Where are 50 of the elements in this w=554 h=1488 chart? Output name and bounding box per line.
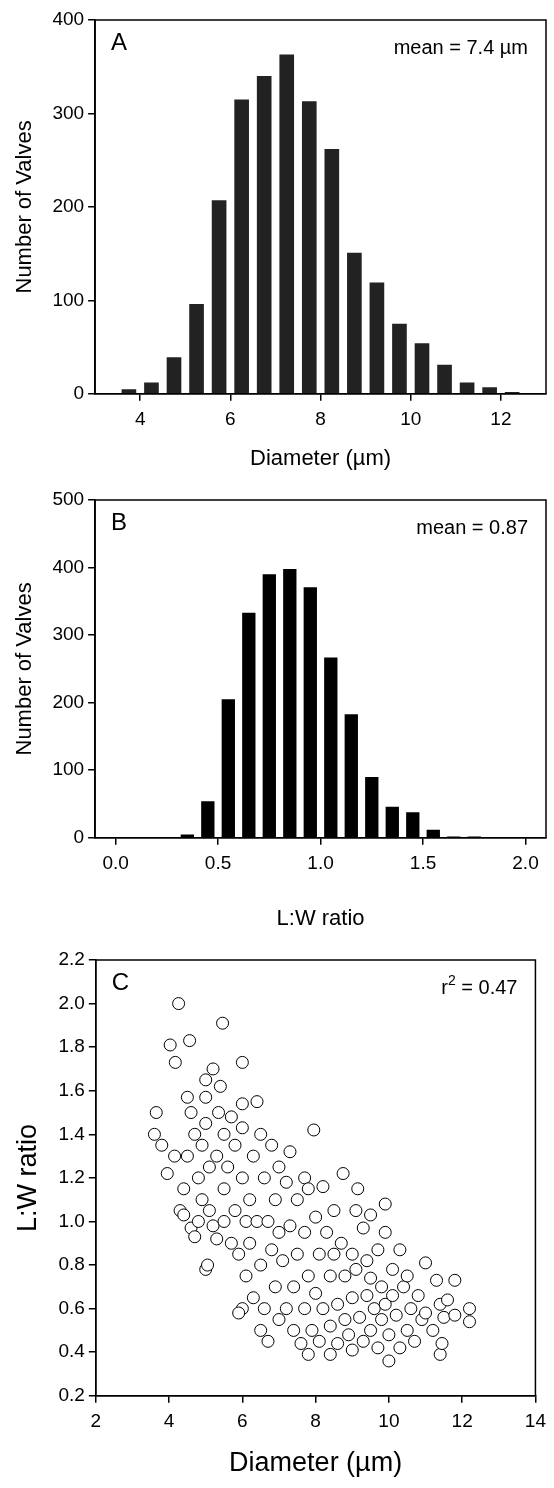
- x-tick-label: 12: [451, 1410, 473, 1432]
- y-tick-label: 0: [73, 382, 85, 404]
- x-tick-label: 2.0: [512, 852, 539, 874]
- y-tick-label: 1.6: [58, 1078, 85, 1100]
- x-tick-label: 8: [310, 1410, 321, 1432]
- x-axis-title: Diameter (µm): [229, 1447, 403, 1478]
- y-tick-label: 400: [52, 555, 85, 577]
- x-tick-label: 0.5: [204, 852, 232, 874]
- x-tick-label: 1.0: [307, 852, 334, 874]
- y-tick-label: 0.2: [58, 1384, 85, 1406]
- x-tick-label: 12: [490, 408, 512, 430]
- x-tick-label: 14: [524, 1410, 547, 1432]
- x-tick-label: 10: [378, 1410, 400, 1432]
- x-tick-label: 2: [90, 1410, 102, 1432]
- x-tick-label: 0.0: [102, 852, 129, 874]
- y-tick-label: 500: [52, 488, 85, 510]
- y-tick-label: 300: [52, 623, 85, 645]
- annotation: mean = 7.4 µm: [393, 36, 529, 58]
- y-tick-label: 0.6: [58, 1296, 85, 1318]
- y-axis-title: Number of Valves: [11, 120, 37, 294]
- annotation: mean = 0.87: [416, 516, 528, 538]
- x-axis-title: Diameter (µm): [250, 444, 392, 470]
- chart-title: C: [111, 968, 130, 995]
- y-axis-title: Number of Valves: [11, 582, 37, 756]
- chart-title: B: [111, 508, 128, 535]
- x-axis-title: L:W ratio: [276, 904, 365, 930]
- y-tick-label: 100: [52, 288, 85, 310]
- y-tick-label: 0.8: [58, 1253, 85, 1275]
- y-tick-label: 1.0: [58, 1209, 85, 1231]
- y-tick-label: 1.2: [58, 1166, 85, 1188]
- y-axis-title: L:W ratio: [11, 1123, 42, 1232]
- x-tick-label: 4: [163, 1410, 175, 1432]
- x-tick-label: 6: [237, 1410, 248, 1432]
- y-tick-label: 300: [52, 101, 85, 123]
- y-tick-label: 100: [52, 758, 85, 780]
- y-tick-label: 1.4: [58, 1122, 86, 1144]
- x-tick-label: 10: [400, 408, 422, 430]
- x-tick-label: 4: [134, 408, 146, 430]
- y-tick-label: 1.8: [58, 1035, 85, 1057]
- y-tick-label: 200: [52, 690, 85, 712]
- chart-title: A: [111, 28, 128, 55]
- y-tick-label: 2.0: [58, 991, 85, 1013]
- y-tick-label: 2.2: [58, 948, 85, 970]
- x-tick-label: 6: [225, 408, 236, 430]
- x-tick-label: 1.5: [409, 852, 437, 874]
- y-tick-label: 0.4: [58, 1340, 86, 1362]
- x-tick-label: 8: [315, 408, 326, 430]
- y-tick-label: 0: [73, 826, 85, 848]
- y-tick-label: 400: [52, 8, 85, 30]
- y-tick-label: 200: [52, 195, 85, 217]
